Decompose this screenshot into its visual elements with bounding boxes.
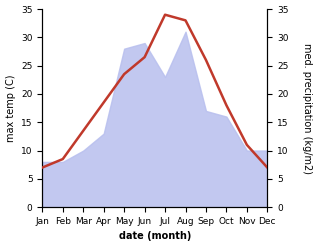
Y-axis label: max temp (C): max temp (C) <box>5 74 16 142</box>
Y-axis label: med. precipitation (kg/m2): med. precipitation (kg/m2) <box>302 43 313 174</box>
X-axis label: date (month): date (month) <box>119 231 191 242</box>
